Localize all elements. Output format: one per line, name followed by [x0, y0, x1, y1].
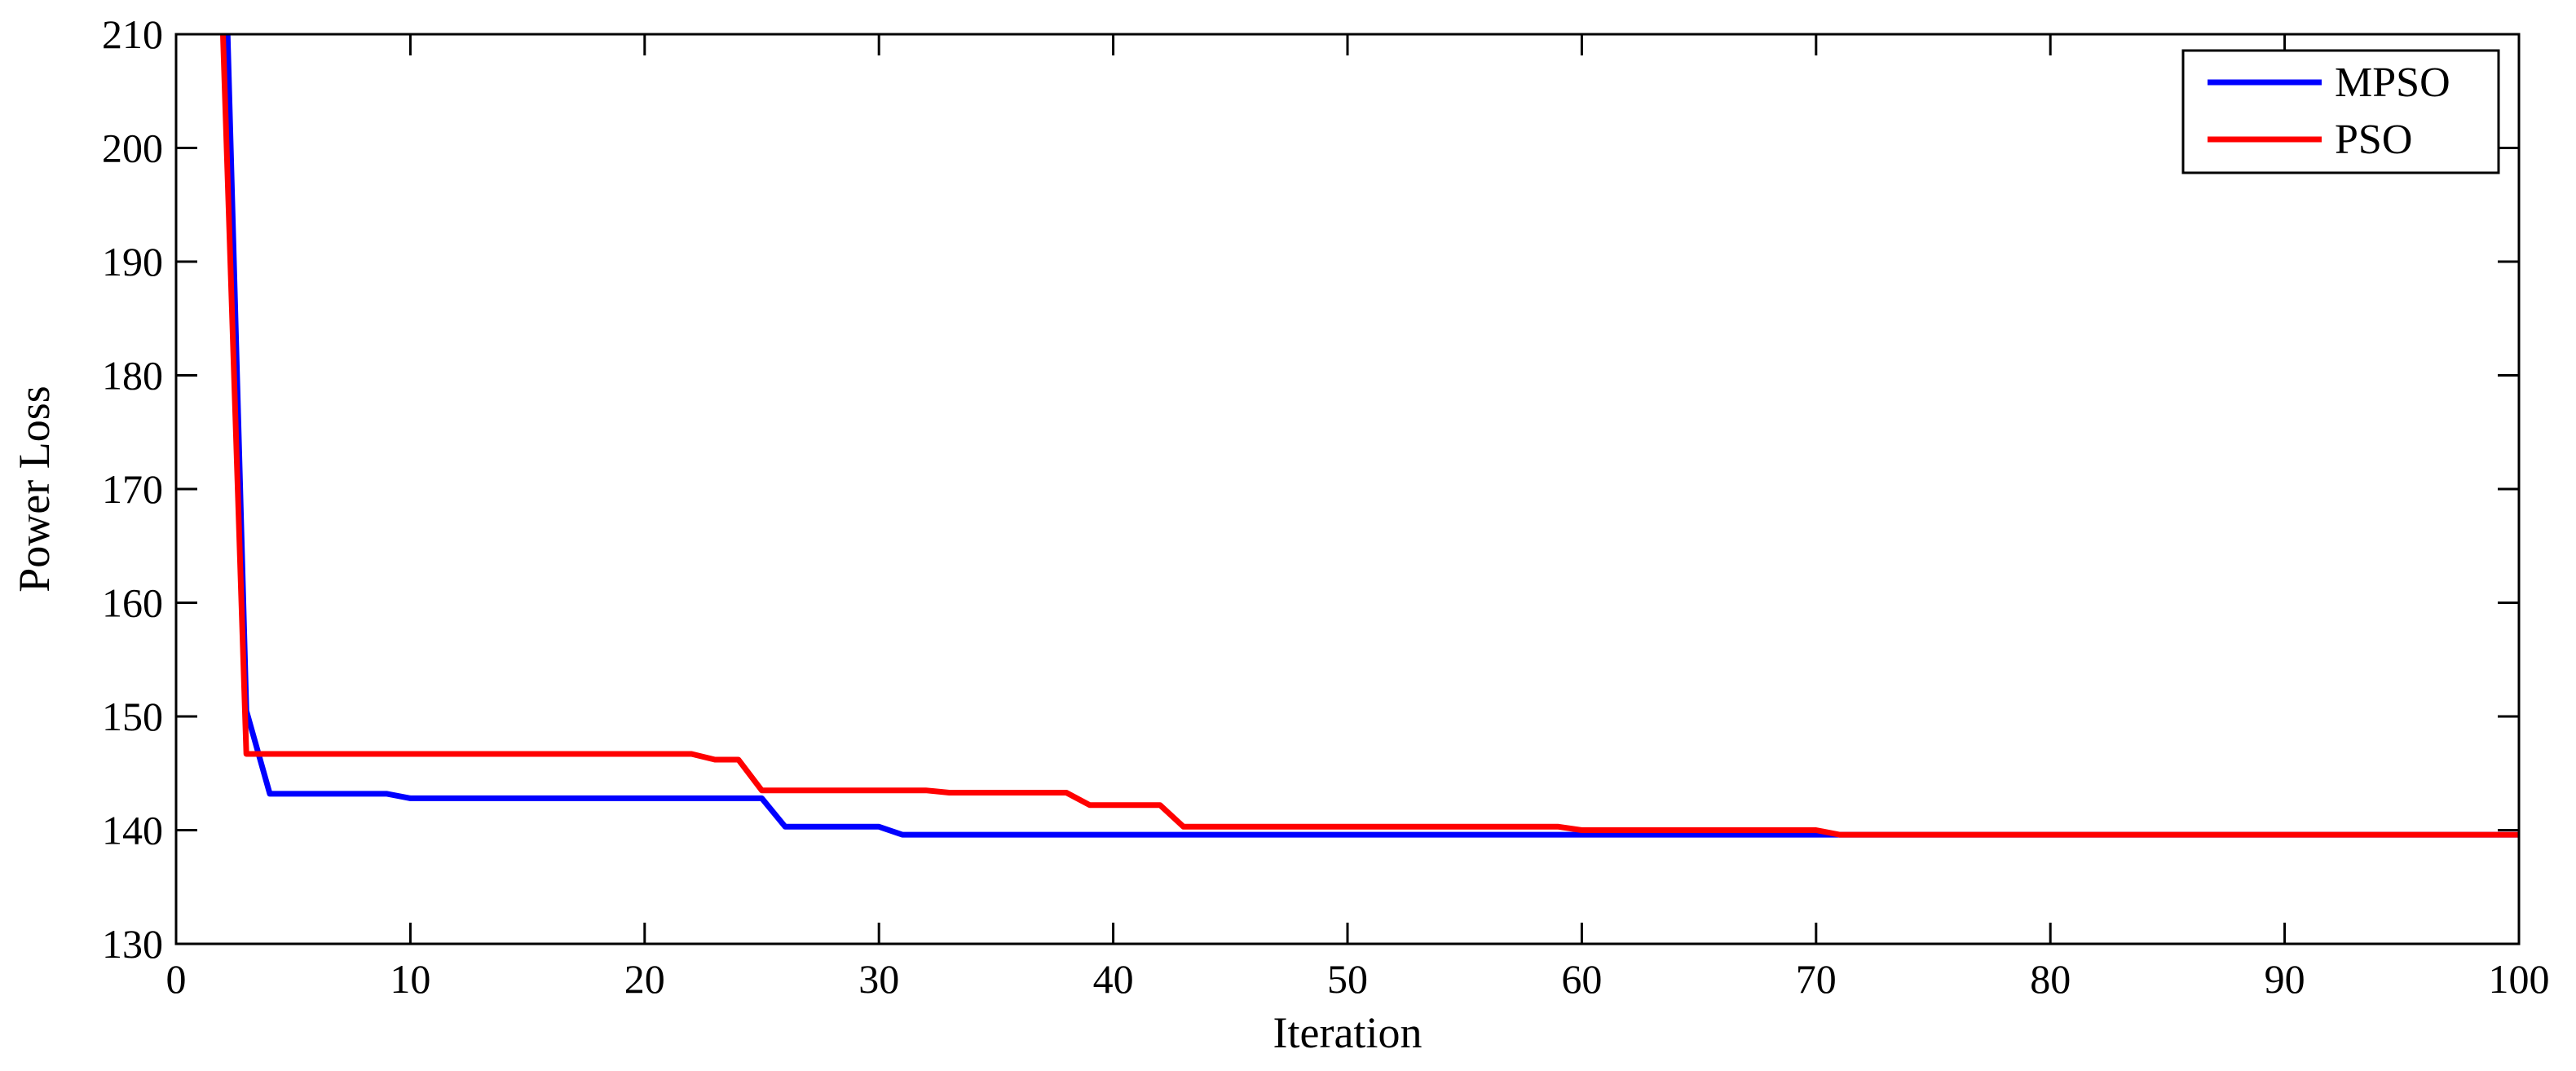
series-layer — [220, 34, 2519, 838]
x-tick-label-30: 30 — [858, 956, 899, 1002]
y-tick-label-200: 200 — [102, 126, 163, 171]
y-tick-label-150: 150 — [102, 694, 163, 739]
legend-label-pso: PSO — [2335, 117, 2412, 163]
y-tick-label-170: 170 — [102, 466, 163, 512]
x-tick-label-0: 0 — [166, 956, 187, 1002]
x-tick-label-50: 50 — [1327, 956, 1368, 1002]
x-axis-title: Iteration — [1273, 1008, 1423, 1057]
x-tick-label-10: 10 — [390, 956, 430, 1002]
y-tick-label-180: 180 — [102, 353, 163, 399]
x-tick-label-100: 100 — [2489, 956, 2550, 1002]
x-tick-label-80: 80 — [2030, 956, 2071, 1002]
y-axis-title: Power Loss — [10, 386, 59, 593]
y-tick-label-140: 140 — [102, 808, 163, 853]
legend-label-mpso: MPSO — [2335, 60, 2450, 106]
ticks-layer: 0 10 20 30 40 50 60 70 80 90 100 130 140 150 160 170 180… — [102, 11, 2550, 1002]
legend: MPSO PSO — [2181, 49, 2500, 174]
x-tick-label-40: 40 — [1093, 956, 1134, 1002]
plot-frame — [174, 33, 2521, 945]
y-tick-label-160: 160 — [102, 580, 163, 626]
y-tick-label-130: 130 — [102, 921, 163, 967]
y-tick-label-190: 190 — [102, 239, 163, 284]
x-tick-label-20: 20 — [624, 956, 665, 1002]
x-tick-label-60: 60 — [1561, 956, 1602, 1002]
series-line-pso — [220, 34, 2519, 838]
x-tick-label-70: 70 — [1796, 956, 1837, 1002]
y-tick-label-210: 210 — [102, 11, 163, 57]
x-tick-label-90: 90 — [2265, 956, 2305, 1002]
legend-box — [2181, 49, 2500, 174]
